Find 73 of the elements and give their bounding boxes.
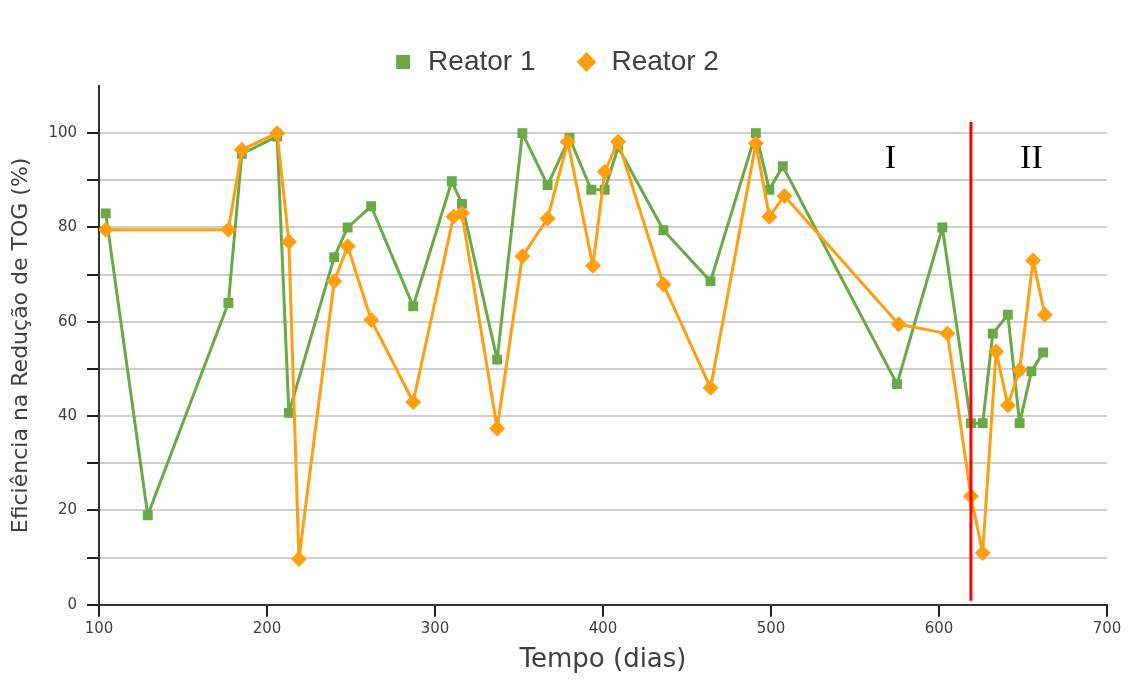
y-tick-label: 0 <box>67 594 78 613</box>
point <box>586 184 597 195</box>
point <box>1026 366 1037 377</box>
point <box>326 273 343 290</box>
x-tick-label: 200 <box>252 618 282 637</box>
point <box>939 325 956 342</box>
point <box>999 397 1016 414</box>
point <box>655 276 672 293</box>
point <box>610 133 627 150</box>
y-tick-label: 40 <box>57 406 78 425</box>
x-tick-label: 500 <box>756 618 786 637</box>
point <box>363 311 380 328</box>
point <box>342 222 353 233</box>
y-tick-label: 60 <box>57 311 78 330</box>
point <box>705 276 716 287</box>
point <box>142 510 153 521</box>
point <box>761 208 778 225</box>
point <box>223 298 234 308</box>
point <box>658 225 669 236</box>
point <box>559 133 576 150</box>
point <box>539 210 556 227</box>
legend-label: Reator 2 <box>611 44 719 76</box>
point <box>408 301 419 312</box>
y-tick-label: 20 <box>57 500 78 519</box>
point <box>1011 361 1028 378</box>
point <box>1025 252 1042 269</box>
y-tick-label: 100 <box>48 123 78 142</box>
point <box>987 328 998 339</box>
point <box>220 221 237 238</box>
point <box>1038 347 1049 358</box>
x-tick-label: 100 <box>84 618 114 637</box>
point <box>280 233 297 250</box>
point <box>269 125 286 142</box>
point <box>329 252 340 263</box>
point <box>366 201 377 212</box>
point <box>747 135 764 152</box>
point <box>937 222 948 233</box>
point <box>99 221 114 238</box>
y-tick-label: 80 <box>57 217 78 236</box>
point <box>283 407 294 418</box>
point <box>974 544 991 561</box>
y-axis-title: Eficiência na Redução de TOG (%) <box>6 157 32 534</box>
point <box>1036 306 1053 323</box>
annotation: II <box>1020 137 1043 175</box>
x-axis-title: Tempo (dias) <box>518 643 687 674</box>
x-tick-label: 300 <box>420 618 450 637</box>
point <box>233 141 250 158</box>
point <box>777 161 788 172</box>
point <box>405 394 422 410</box>
point <box>1002 309 1013 320</box>
point <box>514 248 531 265</box>
point <box>542 180 553 190</box>
x-tick-label: 400 <box>588 618 618 637</box>
point <box>339 238 356 255</box>
point <box>446 176 457 187</box>
point <box>100 208 111 219</box>
point <box>596 163 613 180</box>
x-tick-label: 700 <box>1092 618 1122 637</box>
point <box>702 379 719 396</box>
point <box>892 379 902 390</box>
point <box>890 316 907 333</box>
annotation: I <box>884 137 896 175</box>
legend-label: Reator 1 <box>428 44 536 76</box>
point <box>517 128 528 139</box>
point <box>776 187 793 204</box>
point <box>492 354 503 365</box>
point <box>977 418 988 429</box>
point <box>1014 418 1025 429</box>
x-tick-label: 600 <box>924 618 954 637</box>
point <box>489 420 506 437</box>
point <box>988 343 1005 360</box>
point <box>290 551 307 568</box>
point <box>750 128 761 139</box>
